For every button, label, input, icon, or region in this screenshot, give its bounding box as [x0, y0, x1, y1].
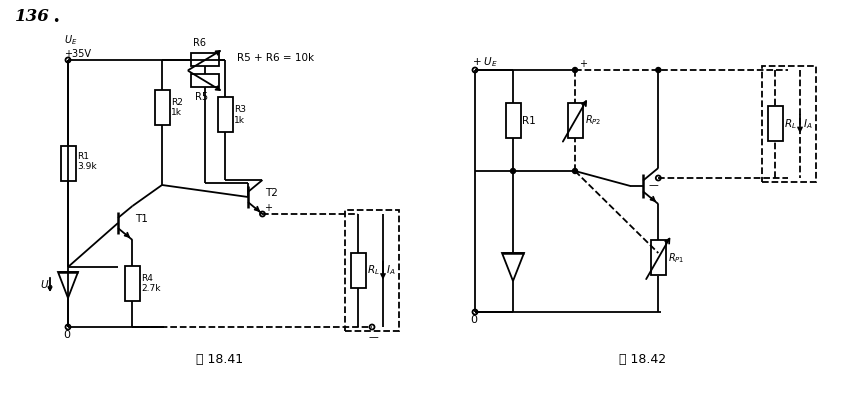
Bar — [218, 98, 232, 132]
Text: 136: 136 — [15, 8, 50, 25]
Text: R1
3.9k: R1 3.9k — [77, 152, 97, 171]
Text: + $U_E$: + $U_E$ — [472, 55, 499, 69]
Text: 图 18.41: 图 18.41 — [196, 353, 244, 366]
Text: 0: 0 — [63, 330, 70, 340]
Text: •: • — [52, 15, 60, 28]
Text: R4
2.7k: R4 2.7k — [142, 274, 161, 293]
Bar — [651, 241, 666, 276]
Text: $R_{P1}$: $R_{P1}$ — [668, 251, 685, 265]
Text: 0: 0 — [470, 315, 477, 325]
Text: R2
1k: R2 1k — [171, 98, 183, 117]
Text: +: + — [579, 59, 587, 69]
Text: T2: T2 — [265, 188, 278, 198]
Text: $I_A$: $I_A$ — [386, 264, 396, 277]
Text: R1: R1 — [522, 115, 536, 125]
Bar — [505, 103, 520, 138]
Bar — [125, 266, 140, 301]
Circle shape — [573, 68, 577, 73]
Text: $R_L$: $R_L$ — [367, 264, 380, 277]
Text: $R_L$: $R_L$ — [784, 117, 797, 131]
Text: +: + — [264, 203, 272, 213]
Bar — [191, 54, 219, 66]
Circle shape — [656, 68, 661, 73]
Bar — [568, 103, 582, 138]
Text: R5: R5 — [195, 93, 208, 103]
Text: T1: T1 — [136, 214, 148, 224]
Text: —: — — [369, 332, 378, 342]
Text: R5 + R6 = 10k: R5 + R6 = 10k — [237, 53, 314, 63]
Text: $I_A$: $I_A$ — [803, 117, 812, 131]
Text: R3
1k: R3 1k — [234, 105, 246, 124]
Bar — [767, 107, 783, 142]
Circle shape — [511, 168, 516, 173]
Text: $U_z$: $U_z$ — [40, 278, 54, 292]
Bar — [762, 66, 816, 182]
Text: R6: R6 — [194, 39, 206, 49]
Text: $U_E$
+35V: $U_E$ +35V — [64, 34, 91, 59]
Text: $R_{P2}$: $R_{P2}$ — [585, 114, 601, 127]
Circle shape — [573, 168, 577, 173]
Bar — [351, 253, 365, 288]
Bar — [345, 210, 399, 331]
Bar — [155, 90, 169, 125]
Bar — [60, 146, 75, 181]
Bar — [191, 75, 219, 88]
Text: —: — — [648, 180, 658, 190]
Text: 图 18.42: 图 18.42 — [619, 353, 666, 366]
